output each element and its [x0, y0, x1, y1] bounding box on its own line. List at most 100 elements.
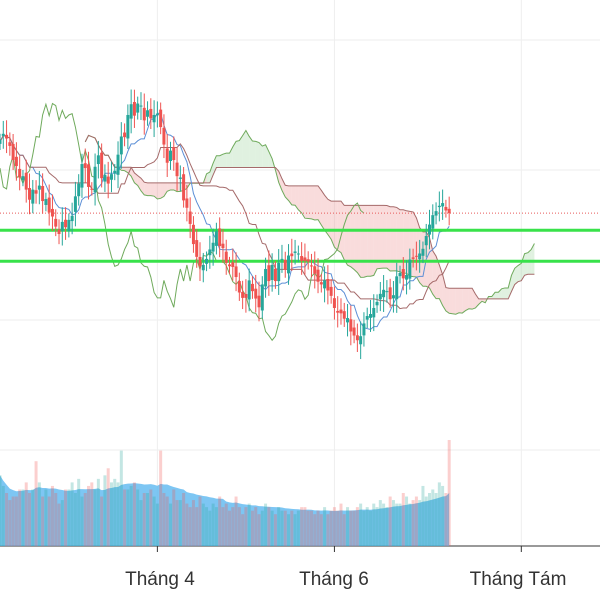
volume-bar-116: [378, 500, 382, 546]
cloud-segment-85: [363, 205, 368, 278]
candle-body-106: [346, 318, 350, 323]
volume-bar-109: [355, 507, 359, 546]
volume-bar-34: [109, 482, 113, 546]
candles: [0, 89, 451, 360]
volume-bar-89: [290, 510, 294, 546]
cloud-segment-52: [255, 141, 260, 168]
candle-body-39: [126, 114, 130, 139]
volume-bar-39: [126, 489, 130, 546]
cloud-segment-42: [222, 153, 227, 168]
volume-bar-104: [339, 503, 343, 546]
volume-bar-48: [155, 503, 159, 546]
cloud-segment-66: [301, 185, 305, 219]
cloud-segment-112: [452, 288, 456, 315]
candle-body-33: [106, 176, 110, 184]
candle-body-94: [306, 259, 310, 262]
volume-bar-123: [401, 493, 405, 546]
candle-body-32: [103, 174, 107, 182]
volume-bar-2: [5, 493, 9, 546]
candle-body-72: [234, 266, 238, 278]
cloud-segment-90: [380, 205, 384, 269]
cloud-segment-38: [209, 163, 214, 183]
volume-bar-91: [296, 510, 300, 546]
candle-body-101: [329, 286, 333, 296]
volume-bar-137: [447, 440, 451, 546]
volume-bar-12: [37, 482, 41, 546]
volume-bar-127: [414, 496, 418, 546]
candle-body-26: [83, 163, 87, 169]
cloud-segment-25: [167, 182, 171, 192]
volume-bar-21: [67, 489, 71, 546]
cloud-segment-18: [144, 182, 148, 196]
kijun-sen-line: [0, 134, 450, 310]
cloud-segment-134: [524, 252, 528, 276]
volume-bar-136: [444, 493, 448, 546]
cloud-segment-94: [393, 206, 397, 271]
cloud-segment-88: [373, 205, 378, 276]
candle-body-124: [405, 275, 409, 280]
cloud-segment-51: [252, 141, 256, 168]
cloud-segment-59: [278, 171, 282, 191]
volume-bar-103: [336, 510, 340, 546]
candle-body-84: [273, 268, 277, 282]
candle-body-51: [165, 148, 169, 163]
cloud-segment-39: [213, 155, 217, 175]
cloud-segment-61: [285, 185, 289, 201]
candle-body-57: [185, 198, 189, 208]
cloud-segment-48: [242, 130, 246, 168]
candle-body-135: [441, 203, 445, 207]
candle-body-91: [296, 253, 300, 255]
candle-body-29: [93, 166, 97, 193]
cloud-segment-64: [295, 185, 299, 210]
candle-body-85: [277, 262, 281, 282]
candle-body-132: [431, 215, 435, 229]
candle-body-65: [211, 242, 215, 252]
candle-body-117: [382, 289, 386, 298]
volume-bar-84: [273, 514, 277, 546]
volume-bar-43: [139, 500, 143, 546]
candle-body-24: [77, 183, 81, 197]
candle-body-35: [113, 170, 117, 174]
volume-bar-59: [191, 500, 195, 546]
volume-bar-118: [385, 507, 389, 546]
candle-body-71: [231, 262, 235, 267]
cloud-segment-60: [281, 178, 286, 197]
volume-bar-122: [398, 503, 402, 546]
volume-bar-38: [123, 489, 127, 546]
volume-bar-99: [323, 507, 327, 546]
x-tick-label-thang-tam: Tháng Tám: [470, 569, 567, 590]
volume-average-area: [0, 475, 450, 546]
candle-body-1: [1, 133, 5, 136]
candle-body-5: [14, 156, 18, 167]
volume-bar-125: [408, 503, 412, 546]
candle-body-40: [129, 104, 133, 119]
candle-body-12: [37, 185, 41, 190]
volume-bar-90: [293, 514, 297, 546]
volume-bar-16: [50, 485, 54, 546]
candle-body-14: [44, 199, 48, 205]
volume-bar-98: [319, 514, 323, 546]
cloud-segment-89: [377, 205, 381, 269]
volume-bar-83: [270, 510, 274, 546]
volume-bar-128: [418, 500, 422, 546]
price-levels: [0, 212, 600, 263]
candle-body-6: [18, 168, 22, 178]
volume-bar-78: [254, 507, 258, 546]
cloud-segment-40: [216, 155, 220, 168]
volume-bar-41: [132, 482, 136, 546]
candle-body-100: [326, 278, 330, 291]
candle-body-119: [388, 287, 392, 300]
volume-bar-66: [214, 507, 218, 546]
volume-bar-68: [221, 507, 225, 546]
volume-bar-23: [73, 493, 77, 546]
candle-body-7: [21, 176, 25, 181]
volume-bar-108: [352, 510, 356, 546]
cloud-segment-43: [226, 153, 230, 168]
candle-body-125: [408, 259, 412, 279]
indicator-lines: [0, 102, 450, 342]
candle-body-109: [355, 335, 359, 341]
volume-bar-51: [165, 496, 169, 546]
candle-body-97: [316, 269, 320, 282]
